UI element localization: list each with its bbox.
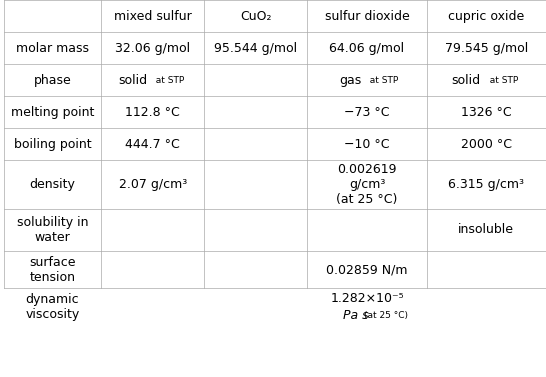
Text: density: density: [29, 178, 75, 191]
Text: CuO₂: CuO₂: [240, 9, 271, 23]
Text: surface
tension: surface tension: [29, 256, 76, 284]
Text: Pa s: Pa s: [343, 309, 369, 322]
Text: gas: gas: [339, 74, 361, 87]
Text: dynamic
viscosity: dynamic viscosity: [25, 293, 80, 321]
Text: cupric oxide: cupric oxide: [448, 9, 525, 23]
Text: molar mass: molar mass: [16, 41, 89, 55]
Text: 1.282×10⁻⁵: 1.282×10⁻⁵: [330, 293, 404, 305]
Text: at STP: at STP: [484, 76, 518, 84]
Text: 444.7 °C: 444.7 °C: [126, 138, 180, 151]
Text: solid: solid: [452, 74, 481, 87]
Text: at STP: at STP: [150, 76, 185, 84]
Text: (at 25 °C): (at 25 °C): [364, 311, 408, 320]
Text: solid: solid: [118, 74, 147, 87]
Text: 32.06 g/mol: 32.06 g/mol: [115, 41, 191, 55]
Text: 0.02859 N/m: 0.02859 N/m: [327, 263, 408, 276]
Text: 6.315 g/cm³: 6.315 g/cm³: [448, 178, 524, 191]
Text: 64.06 g/mol: 64.06 g/mol: [329, 41, 405, 55]
Text: phase: phase: [33, 74, 72, 87]
Text: sulfur dioxide: sulfur dioxide: [325, 9, 410, 23]
Text: 2.07 g/cm³: 2.07 g/cm³: [118, 178, 187, 191]
Text: insoluble: insoluble: [458, 224, 514, 236]
Text: melting point: melting point: [11, 106, 94, 119]
Text: 2000 °C: 2000 °C: [461, 138, 512, 151]
Text: 79.545 g/mol: 79.545 g/mol: [444, 41, 528, 55]
Text: at STP: at STP: [364, 76, 399, 84]
Text: boiling point: boiling point: [14, 138, 91, 151]
Text: 0.002619
g/cm³
(at 25 °C): 0.002619 g/cm³ (at 25 °C): [336, 163, 397, 206]
Text: 95.544 g/mol: 95.544 g/mol: [214, 41, 298, 55]
Text: 112.8 °C: 112.8 °C: [126, 106, 180, 119]
Text: −10 °C: −10 °C: [345, 138, 390, 151]
Text: solubility in
water: solubility in water: [17, 216, 88, 244]
Text: mixed sulfur: mixed sulfur: [114, 9, 192, 23]
Text: −73 °C: −73 °C: [345, 106, 390, 119]
Text: 1326 °C: 1326 °C: [461, 106, 512, 119]
